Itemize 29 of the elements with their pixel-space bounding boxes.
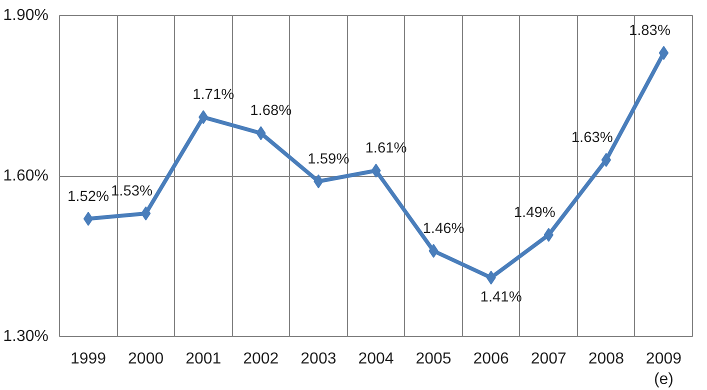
- x-tick-label: 2001: [186, 350, 222, 368]
- y-tick-label: 1.30%: [3, 328, 49, 345]
- x-tick-label: 2009 (e): [646, 350, 682, 388]
- x-tick-label: 2002: [243, 350, 279, 368]
- text: 1.53%: [111, 183, 153, 200]
- y-tick-label: 1.90%: [3, 7, 49, 24]
- x-tick-label: 2008: [588, 350, 624, 368]
- x-tick-label: 2004: [358, 350, 394, 368]
- x-tick-label: 2007: [530, 350, 567, 368]
- x-tick-label: 1999: [70, 350, 106, 368]
- point: [601, 152, 612, 167]
- text: 1.49%: [514, 204, 556, 221]
- x-tick-label: 2000: [128, 350, 164, 368]
- text: 1.41%: [480, 290, 522, 306]
- text: 1.71%: [192, 87, 234, 104]
- x-tick-label: 2006: [473, 350, 509, 368]
- x-tick-label: 2005: [416, 350, 452, 368]
- y-tick-label: 1.60%: [3, 168, 49, 184]
- text: 1.63%: [571, 130, 613, 146]
- x-tick-label: 2003: [300, 350, 336, 368]
- point: [140, 206, 151, 220]
- text: 1.46%: [422, 220, 464, 237]
- text: 1.59%: [308, 151, 350, 168]
- text: 1.83%: [628, 22, 671, 39]
- point: [83, 212, 94, 226]
- point: [658, 46, 669, 60]
- text: 1.52%: [67, 188, 110, 205]
- text: 1.68%: [250, 103, 292, 120]
- text: 1.61%: [365, 140, 407, 157]
